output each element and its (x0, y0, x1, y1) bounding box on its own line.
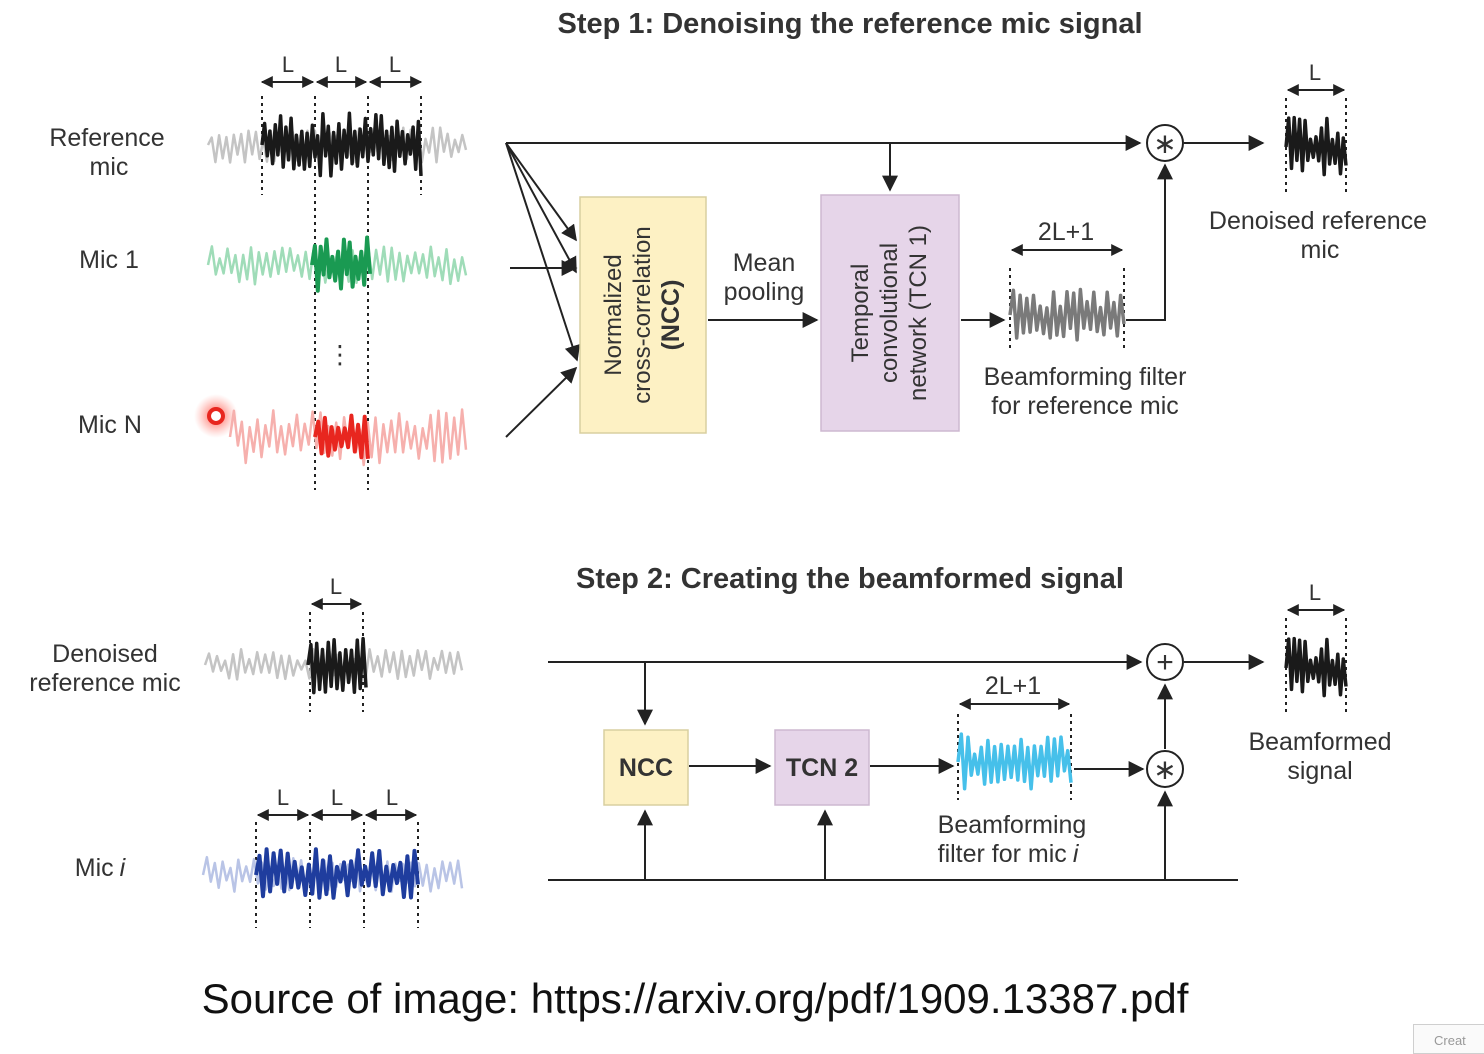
output1-caption-line2: mic (1301, 236, 1340, 264)
mic-ellipsis: ⋮ (328, 341, 353, 369)
window-markers-step1: L L L (260, 52, 423, 490)
label-denoised-reference-line1: Denoised (52, 640, 158, 668)
filter1-width-label: 2L+1 (1038, 218, 1094, 246)
label-reference-mic-line2: mic (90, 153, 129, 181)
window-label-step2-top: L (330, 574, 342, 599)
multiply-operator-step1 (1146, 124, 1184, 162)
label-mic-1: Mic 1 (79, 246, 139, 274)
beamformed-signal-wave (1284, 636, 1348, 698)
filter2-caption-line2: filter for mic i (938, 840, 1080, 868)
tcn1-box (820, 194, 960, 432)
mic1-wave (310, 235, 372, 293)
ncc-box-step2-label: NCC (619, 754, 673, 782)
output2-width-label: L (1309, 580, 1321, 605)
tcn2-box (774, 729, 870, 806)
ncc-box-step1-text: Normalized cross-correlation (NCC) (600, 226, 685, 403)
multiply-symbol-step1: ∗ (1153, 128, 1176, 159)
filter1-caption-line2: for reference mic (991, 392, 1179, 420)
window-label-step2-b3: L (386, 785, 398, 810)
output2-caption-line1: Beamformed (1248, 728, 1391, 756)
tcn1-box-line2: convolutional (876, 243, 903, 383)
mean-pooling-label-line2: pooling (724, 278, 805, 306)
source-caption: Source of image: https://arxiv.org/pdf/1… (202, 975, 1189, 1022)
filter1-to-multiply-arrow (1126, 163, 1173, 321)
plus-operator (1146, 643, 1184, 681)
filter1-caption-line1: Beamforming filter (984, 363, 1187, 391)
tcn1-box-line1: Temporal (847, 264, 874, 363)
label-mic-n: Mic N (78, 411, 142, 439)
ncc-box-step1-line3: (NCC) (657, 280, 685, 351)
step2-signal-lines (548, 654, 1265, 881)
tcn1-box-text: Temporal convolutional network (TCN 1) (847, 225, 932, 401)
window-label-step2-b2: L (331, 785, 343, 810)
noise-source-icon (207, 407, 225, 425)
reference-mic-wave (260, 111, 423, 178)
step1-title: Step 1: Denoising the reference mic sign… (558, 8, 1143, 40)
denoised-reference-wave (1284, 115, 1348, 177)
multiply-symbol-step2: ∗ (1153, 754, 1176, 785)
input-arrows-step1 (505, 135, 1142, 438)
output2-caption-line2: signal (1287, 757, 1352, 785)
filter2-width-label: 2L+1 (985, 672, 1041, 700)
plus-symbol: + (1156, 646, 1174, 679)
window-label-3: L (389, 52, 401, 77)
output1-width-label: L (1309, 60, 1321, 85)
denoised-reference-input-wave (306, 636, 368, 695)
step2-title: Step 2: Creating the beamformed signal (576, 563, 1124, 595)
corner-tab[interactable]: Creat (1413, 1024, 1484, 1054)
window-markers-step2-bottom: L L L (255, 785, 419, 928)
label-reference-mic-line1: Reference (49, 124, 164, 152)
label-mic-i: Mic i (75, 854, 127, 882)
window-label-2: L (335, 52, 347, 77)
ncc-box-step2 (603, 729, 689, 806)
ncc-box-step1 (579, 196, 707, 434)
tcn2-box-label: TCN 2 (786, 754, 858, 782)
micN-wave (313, 413, 370, 460)
window-label-step2-b1: L (277, 785, 289, 810)
mic-i-wave (254, 847, 420, 900)
multiply-operator-step2 (1146, 750, 1184, 788)
output1-caption-line1: Denoised reference (1209, 207, 1427, 235)
label-denoised-reference-line2: reference mic (29, 669, 180, 697)
ncc-box-step1-line2: cross-correlation (629, 226, 656, 403)
filter1-wave (1008, 287, 1126, 342)
window-label-1: L (282, 52, 294, 77)
ncc-box-step1-line1: Normalized (600, 254, 627, 375)
filter2-wave (956, 732, 1073, 791)
mean-pooling-label-line1: Mean (733, 249, 796, 277)
filter2-caption-line1: Beamforming (938, 811, 1087, 839)
tcn1-box-line3: network (TCN 1) (905, 225, 932, 401)
